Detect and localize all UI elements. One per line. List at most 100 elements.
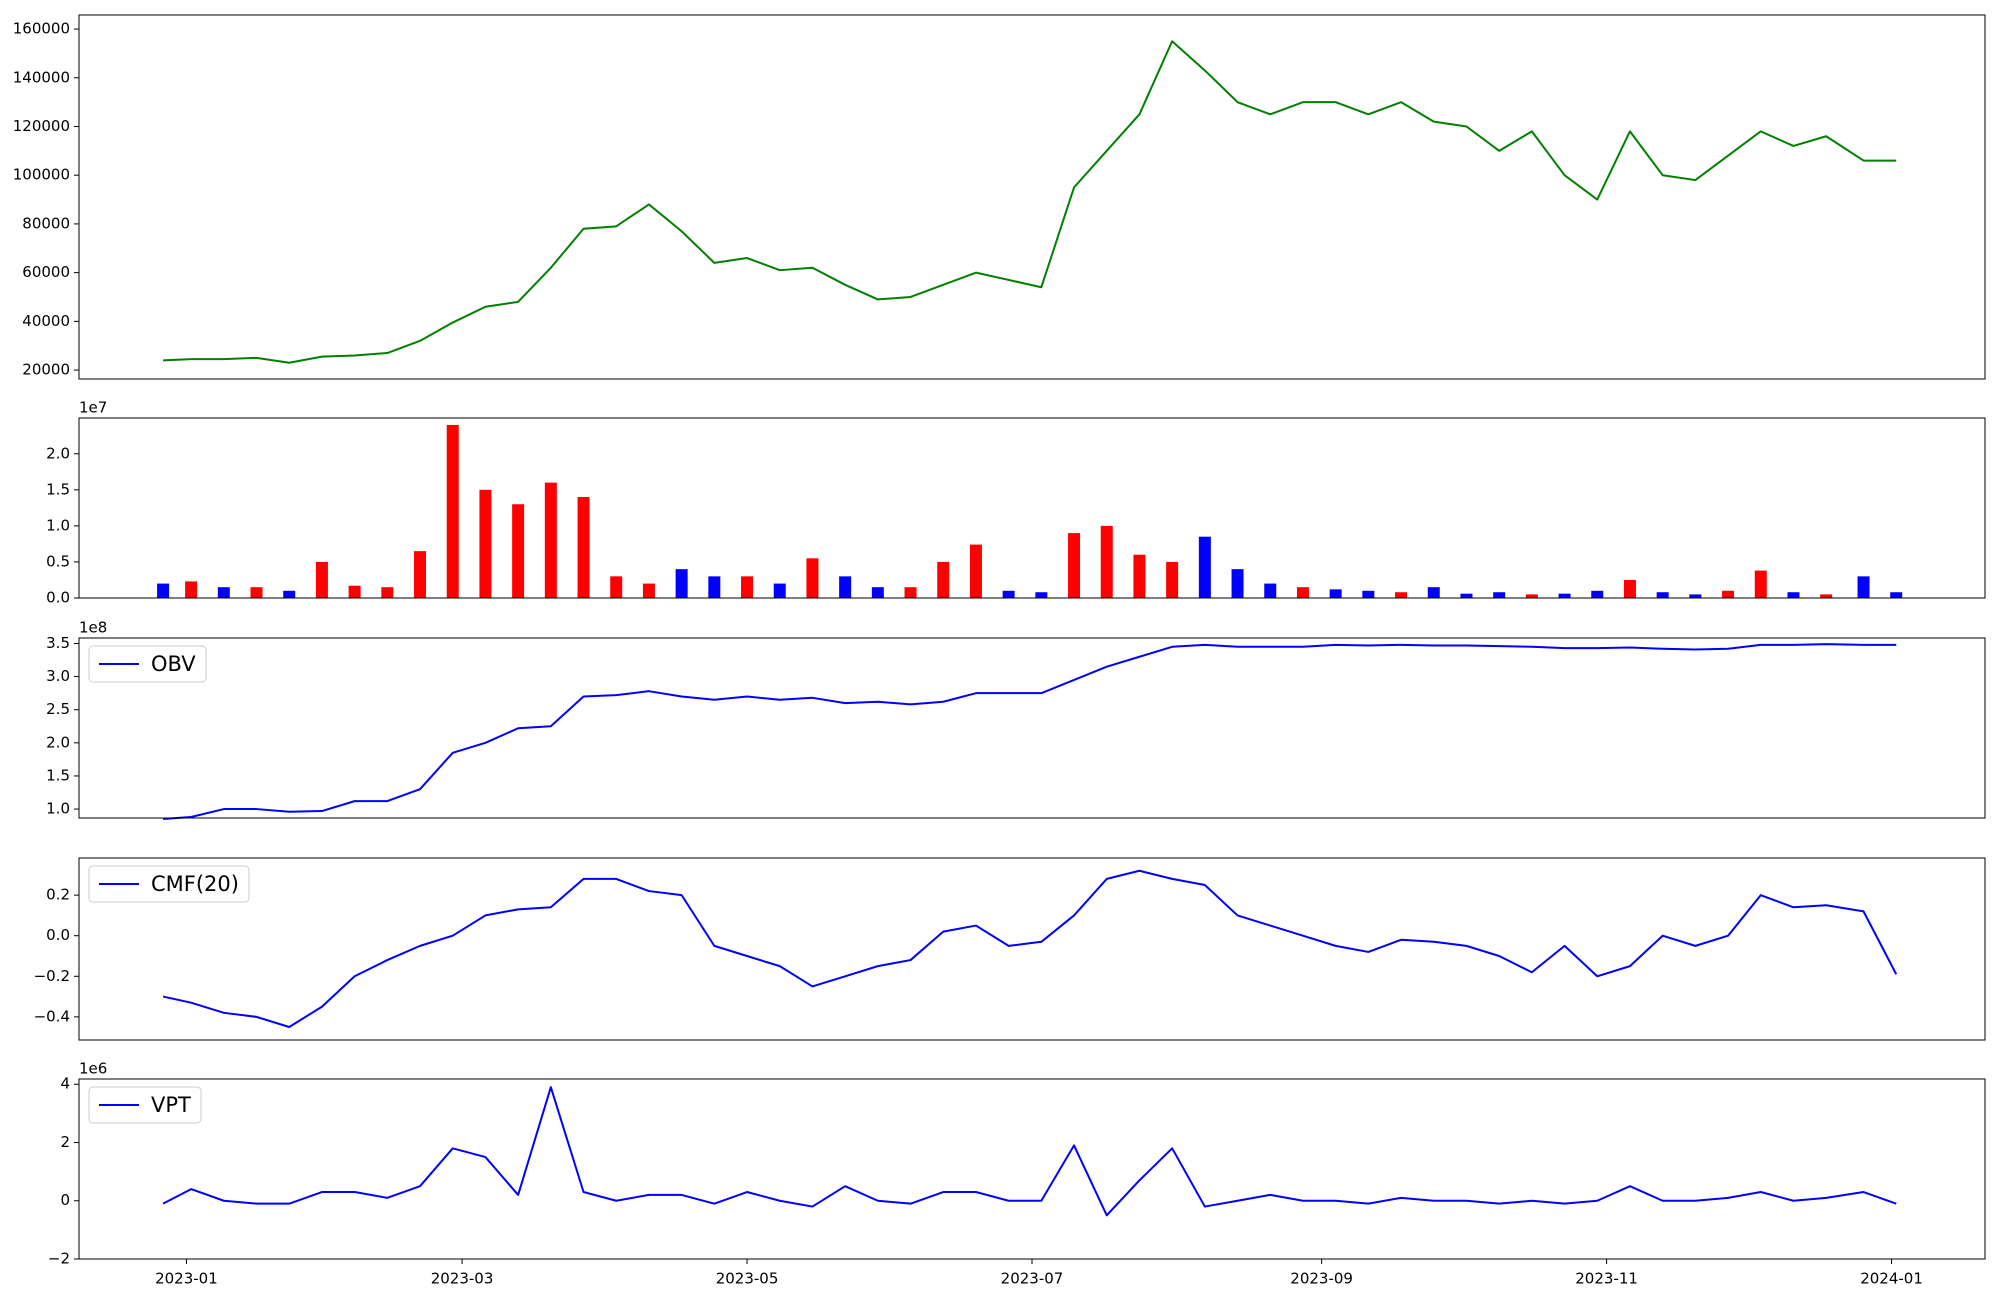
y-tick-label: 1.0 bbox=[46, 516, 70, 534]
axes-frame bbox=[78, 857, 1986, 1041]
bar bbox=[1890, 592, 1903, 598]
axes-frame bbox=[78, 637, 1986, 819]
y-tick-label: −2 bbox=[48, 1250, 70, 1268]
bar bbox=[1689, 594, 1702, 598]
bar bbox=[1166, 561, 1179, 598]
bar bbox=[1591, 590, 1604, 598]
y-tick-label: 2 bbox=[60, 1133, 70, 1151]
legend-label: VPT bbox=[151, 1093, 191, 1117]
bar bbox=[1395, 592, 1408, 598]
y-tick-label: −0.4 bbox=[34, 1007, 70, 1025]
bar bbox=[937, 561, 950, 598]
y-tick-label: 3.0 bbox=[46, 667, 70, 685]
bar bbox=[381, 587, 394, 598]
y-tick-label: 4 bbox=[60, 1075, 70, 1093]
bar bbox=[1525, 594, 1538, 598]
bar bbox=[446, 424, 459, 598]
bar bbox=[1820, 594, 1833, 598]
legend-box bbox=[88, 865, 250, 903]
bar bbox=[544, 482, 557, 598]
y-tick-label: 60000 bbox=[22, 263, 70, 281]
bar bbox=[610, 576, 623, 598]
axes-frame bbox=[78, 417, 1986, 599]
y-tick-label: 160000 bbox=[13, 20, 70, 38]
offset-label: 1e7 bbox=[79, 399, 107, 417]
bar bbox=[348, 585, 361, 598]
x-tick-label: 2023-03 bbox=[431, 1270, 494, 1288]
bar bbox=[1427, 587, 1440, 598]
y-tick-label: 120000 bbox=[13, 117, 70, 135]
line bbox=[163, 643, 1897, 820]
bar bbox=[642, 583, 655, 598]
bar bbox=[1329, 589, 1342, 598]
bar bbox=[1558, 593, 1571, 598]
bar bbox=[904, 587, 917, 598]
y-tick-label: 20000 bbox=[22, 361, 70, 379]
x-tick-label: 2023-11 bbox=[1575, 1270, 1638, 1288]
bar bbox=[1754, 570, 1767, 598]
bar bbox=[839, 576, 852, 598]
bar bbox=[1100, 525, 1113, 598]
bar bbox=[1623, 579, 1636, 598]
y-tick-label: 40000 bbox=[22, 312, 70, 330]
bar bbox=[1493, 592, 1506, 598]
bar bbox=[969, 544, 982, 598]
offset-label: 1e8 bbox=[79, 619, 107, 637]
x-tick-label: 2024-01 bbox=[1860, 1270, 1923, 1288]
bar bbox=[185, 581, 198, 598]
y-tick-label: 100000 bbox=[13, 166, 70, 184]
bar bbox=[217, 587, 230, 598]
y-tick-label: −0.2 bbox=[34, 967, 70, 985]
bar bbox=[773, 583, 786, 598]
bar bbox=[871, 587, 884, 598]
y-tick-label: 0.0 bbox=[46, 926, 70, 944]
axes-frame bbox=[78, 1078, 1986, 1260]
bar bbox=[250, 587, 263, 598]
bar bbox=[741, 576, 754, 598]
legend-label: OBV bbox=[151, 652, 196, 676]
y-tick-label: 80000 bbox=[22, 214, 70, 232]
bar bbox=[479, 489, 492, 598]
bar bbox=[675, 569, 688, 598]
bar bbox=[157, 583, 170, 598]
y-tick-label: 0.0 bbox=[46, 589, 70, 607]
axes-frame bbox=[78, 14, 1986, 380]
bar bbox=[1722, 590, 1735, 598]
bar bbox=[414, 551, 427, 598]
bar bbox=[577, 497, 590, 598]
offset-label: 1e6 bbox=[79, 1060, 107, 1078]
x-tick-label: 2023-05 bbox=[716, 1270, 779, 1288]
y-tick-label: 2.5 bbox=[46, 700, 70, 718]
y-tick-label: 140000 bbox=[13, 68, 70, 86]
legend-box bbox=[88, 645, 207, 683]
y-tick-label: 1.0 bbox=[46, 800, 70, 818]
bar bbox=[1362, 590, 1375, 598]
bar bbox=[315, 561, 328, 598]
line bbox=[162, 1086, 1897, 1217]
legend-label: CMF(20) bbox=[151, 872, 239, 896]
bar bbox=[1231, 569, 1244, 598]
bar bbox=[1133, 554, 1146, 598]
bar bbox=[1002, 590, 1015, 598]
line bbox=[162, 869, 1898, 1029]
line bbox=[163, 40, 1897, 364]
bar bbox=[1296, 587, 1309, 598]
y-tick-label: 0.5 bbox=[46, 552, 70, 570]
bar bbox=[1198, 536, 1211, 598]
x-tick-label: 2023-09 bbox=[1290, 1270, 1353, 1288]
y-tick-label: 1.5 bbox=[46, 480, 70, 498]
bar bbox=[1264, 583, 1277, 598]
y-tick-label: 2.0 bbox=[46, 733, 70, 751]
bar bbox=[708, 576, 721, 598]
bar bbox=[1068, 533, 1081, 598]
y-tick-label: 0 bbox=[60, 1191, 70, 1209]
legend-box bbox=[88, 1086, 202, 1124]
bar bbox=[1460, 593, 1473, 598]
x-tick-label: 2023-07 bbox=[1001, 1270, 1064, 1288]
bar bbox=[1035, 592, 1048, 598]
bar bbox=[512, 504, 525, 598]
bar bbox=[283, 590, 296, 598]
bar bbox=[1787, 592, 1800, 598]
